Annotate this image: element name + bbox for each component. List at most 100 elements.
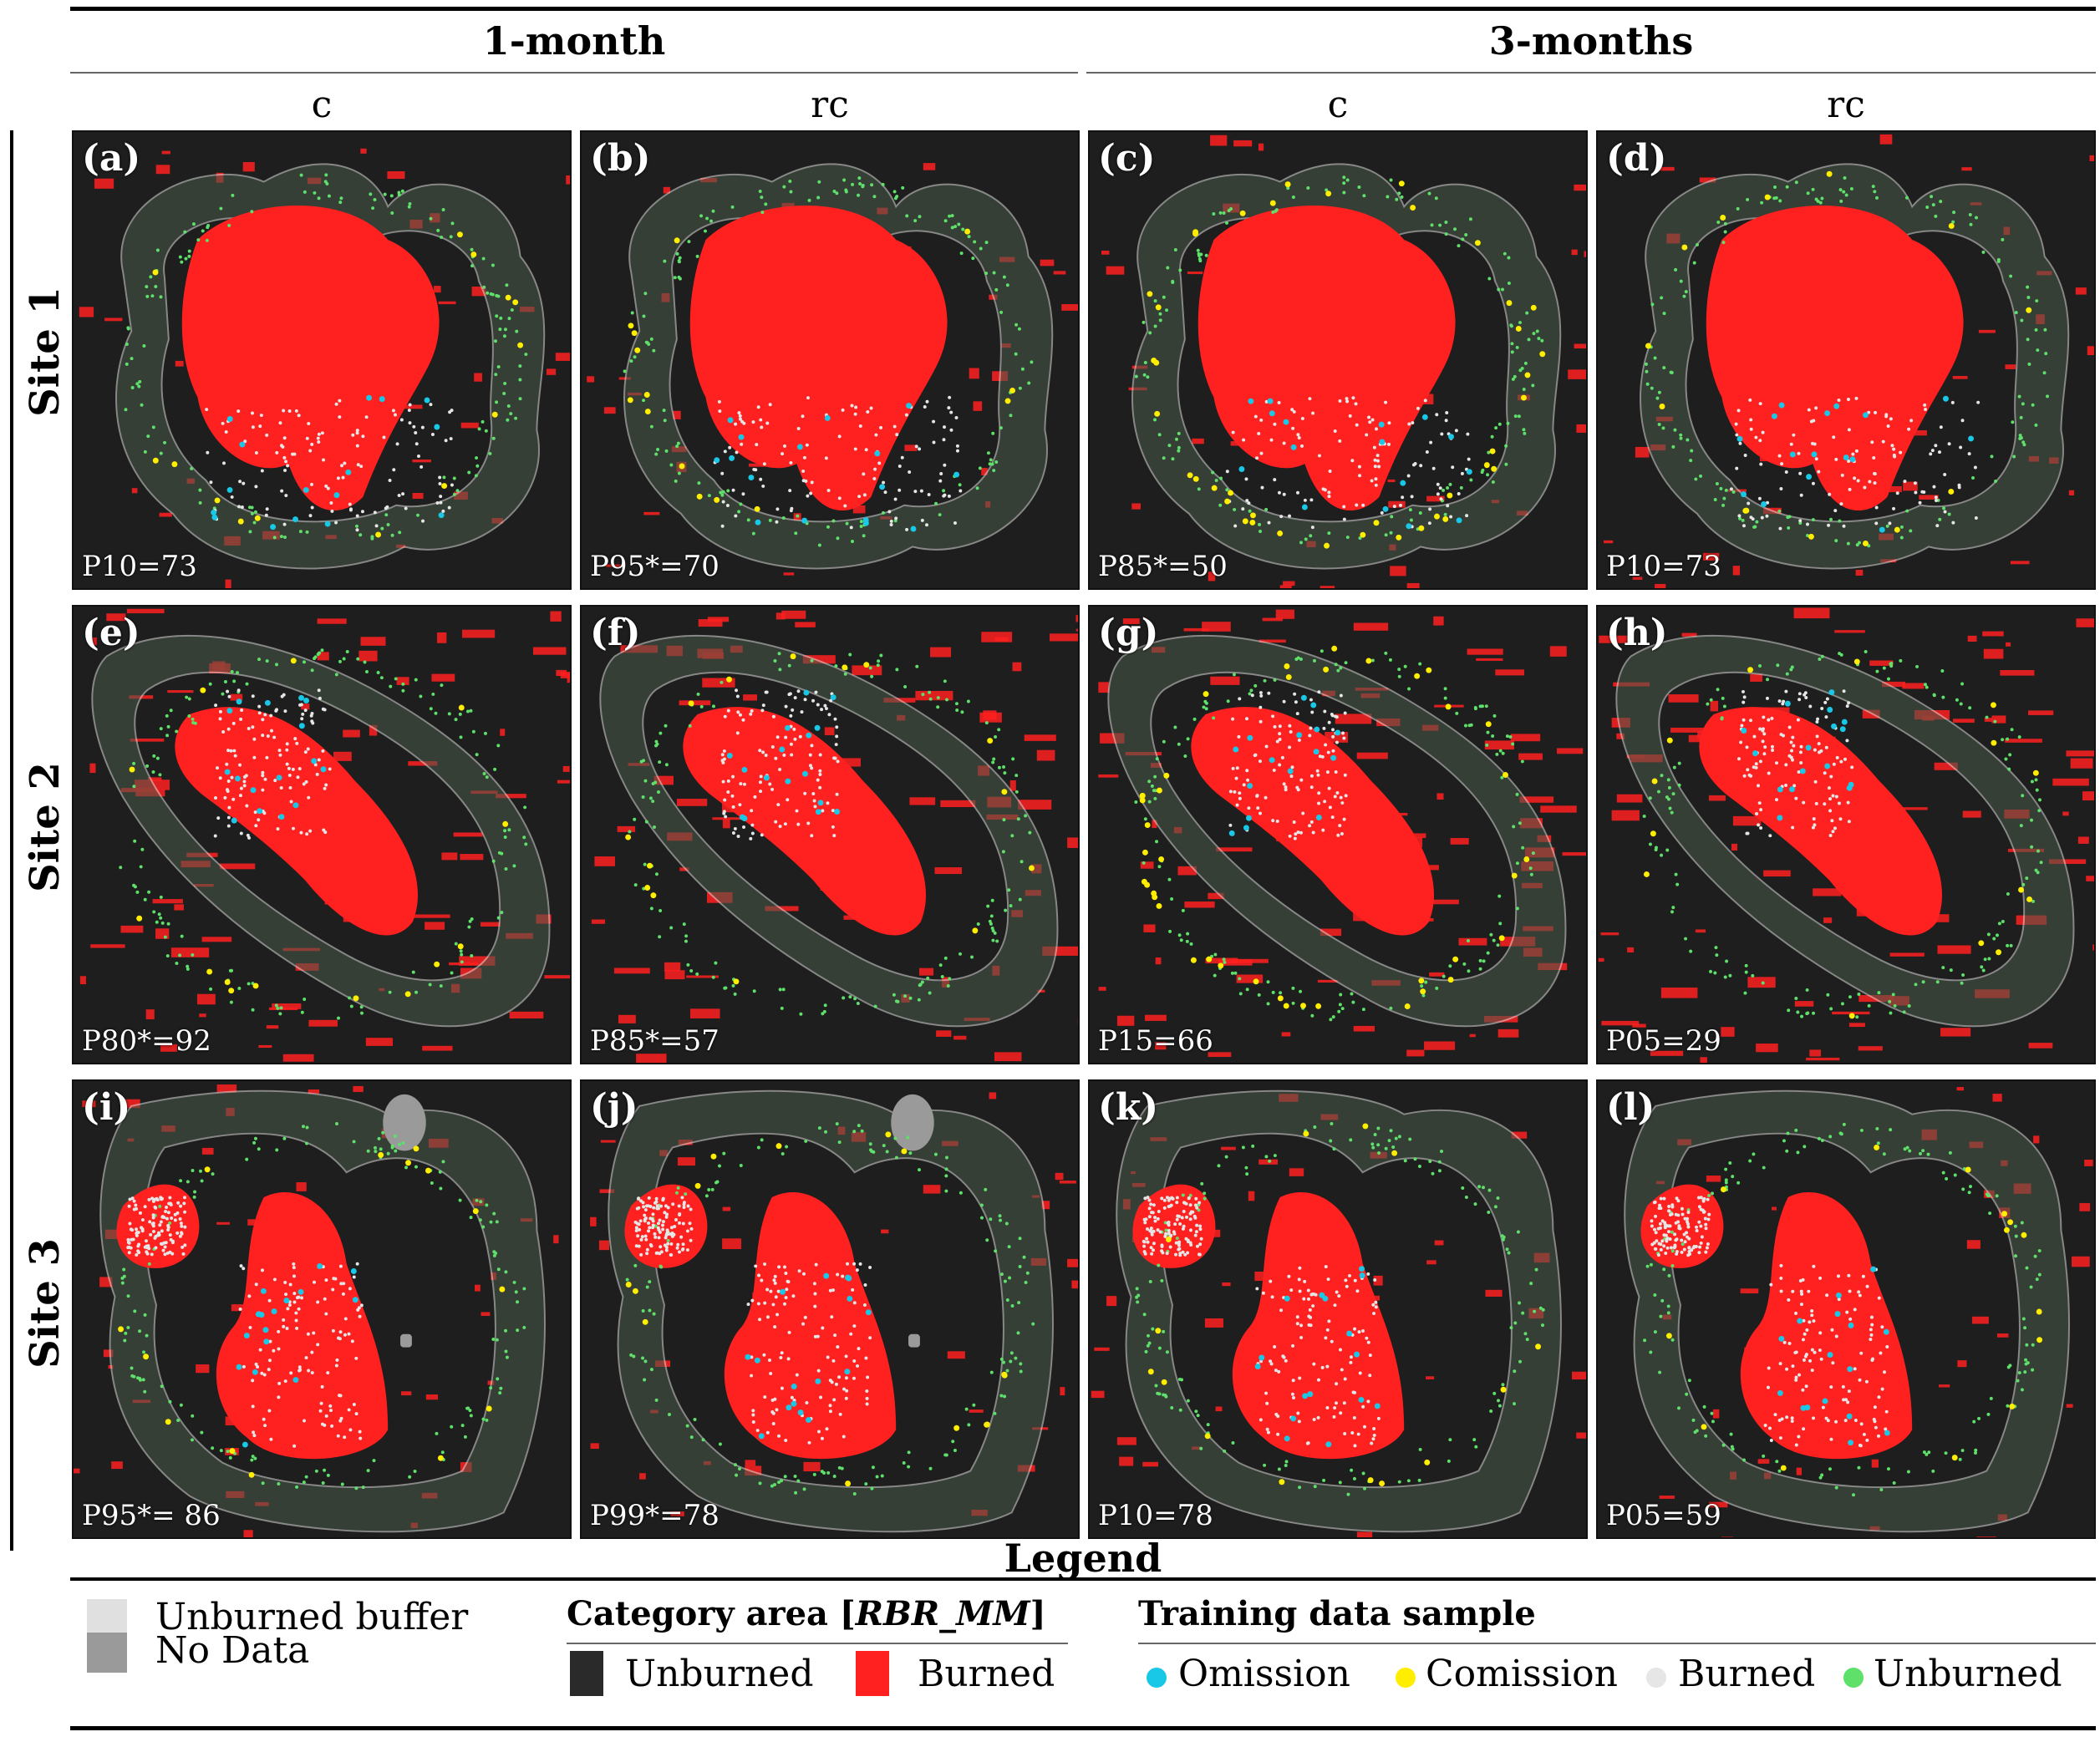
panel-label: (g): [1098, 612, 1159, 654]
comission-points: [1645, 170, 2032, 546]
no-data-area: [400, 1333, 412, 1348]
omission-points: [1736, 395, 1975, 533]
omission-points: [714, 403, 960, 532]
row-header-site2: Site 2: [22, 762, 69, 892]
panel-label: (j): [590, 1086, 638, 1129]
map-graphic: [587, 163, 1078, 576]
unburned-sample-dot: [1843, 1668, 1864, 1688]
group-rule-3months: [1086, 72, 2096, 74]
map-graphic: [1604, 134, 2094, 588]
group-title-3months: 3-months: [1488, 18, 1694, 63]
burned-area: [1740, 1191, 1913, 1460]
legend-title: Legend: [1004, 1536, 1162, 1581]
map-panel-e: (e) P80*=92: [72, 605, 572, 1064]
omission-points: [1741, 689, 1854, 821]
panel-threshold-value: P95*= 86: [82, 1499, 221, 1532]
omission-dot: [1147, 1668, 1167, 1688]
burned-area: [683, 707, 927, 936]
legend-top-rule: [70, 1577, 2096, 1581]
burned-swatch: [856, 1651, 889, 1696]
panel-threshold-value: P05=29: [1606, 1024, 1721, 1058]
panel-threshold-value: P10=78: [1098, 1499, 1213, 1532]
burned-sample-points: [633, 1196, 872, 1445]
panel-threshold-value: P80*=92: [82, 1024, 211, 1058]
map-graphic: [79, 148, 570, 588]
comission-points: [1643, 658, 2039, 1019]
burned-sample-dot: [1646, 1668, 1666, 1688]
burned-sample-points: [1228, 690, 1348, 841]
burned-sample-points: [720, 688, 840, 841]
unburned-buffer-ring: [1615, 634, 2075, 1028]
panel-threshold-value: P95*=70: [590, 550, 719, 583]
panel-label: (d): [1606, 137, 1667, 180]
omission-points: [726, 689, 841, 821]
panel-label: (h): [1606, 612, 1668, 654]
map-panel-c: (c) P85*=50: [1088, 130, 1588, 590]
comission-points: [625, 653, 1035, 985]
comission-points: [152, 231, 524, 538]
map-panel-j: (j) P99*=78: [580, 1079, 1080, 1539]
burned-area: [1706, 206, 1964, 511]
burned-sample-points: [1225, 396, 1471, 530]
group-title-1month: 1-month: [482, 18, 666, 63]
unburned-sample-points: [628, 652, 1032, 1016]
legend-burned: Burned: [918, 1653, 1055, 1695]
unburned-buffer-ring: [1116, 1089, 1562, 1533]
map-graphic: [1098, 609, 1586, 1058]
no-data-swatch: [87, 1633, 127, 1673]
map-graphic: [1624, 1087, 2093, 1537]
no-data-area: [908, 1333, 920, 1348]
unburned-sample-points: [1134, 175, 1544, 545]
column-header-1: c: [311, 84, 333, 126]
unburned-buffer-ring: [1624, 1089, 2070, 1533]
legend-unburned-sample: Unburned: [1874, 1653, 2062, 1695]
panel-threshold-value: P99*=78: [590, 1499, 719, 1532]
map-graphic: [1598, 607, 2094, 1063]
legend-no-data: No Data: [155, 1629, 310, 1672]
unburned-sample-points: [1642, 650, 2043, 1019]
burned-sample-points: [126, 1196, 364, 1448]
map-panel-h: (h) P05=29: [1596, 605, 2096, 1064]
panel-threshold-value: P10=73: [82, 550, 197, 583]
panel-label: (c): [1098, 137, 1156, 180]
column-header-3: c: [1327, 84, 1349, 126]
unburned-swatch: [570, 1651, 603, 1696]
omission-points: [211, 394, 445, 531]
panel-label: (a): [82, 137, 141, 180]
comission-dot: [1396, 1668, 1416, 1688]
category-rule: [567, 1643, 1068, 1644]
burned-area: [175, 707, 419, 936]
legend-burned-sample: Burned: [1678, 1653, 1816, 1695]
unburned-buffer-ring: [599, 634, 1059, 1028]
row-rule: [10, 130, 13, 1551]
burned-sample-points: [1650, 1196, 1889, 1448]
comission-points: [627, 228, 1016, 512]
map-panel-b: (b) P95*=70: [580, 130, 1080, 590]
panel-threshold-value: P10=73: [1606, 550, 1721, 583]
legend-comission: Comission: [1426, 1653, 1619, 1695]
panel-threshold-value: P85*=50: [1098, 550, 1228, 583]
group-rule-1month: [70, 72, 1078, 74]
panel-threshold-value: P15=66: [1098, 1024, 1213, 1058]
unburned-sample-points: [625, 1122, 1035, 1496]
comission-points: [118, 1145, 506, 1478]
panel-threshold-value: P85*=57: [590, 1024, 719, 1058]
map-graphic: [590, 1089, 1078, 1533]
legend-omission: Omission: [1178, 1653, 1350, 1695]
comission-points: [1147, 1123, 1542, 1487]
comission-points: [625, 1131, 1008, 1487]
comission-points: [1147, 180, 1546, 549]
burned-area: [724, 1191, 897, 1460]
map-graphic: [74, 1084, 559, 1537]
unburned-sample-points: [124, 173, 528, 541]
unburned-sample-points: [1135, 1122, 1545, 1496]
panel-label: (k): [1098, 1086, 1159, 1129]
panel-label: (f): [590, 612, 641, 654]
unburned-sample-points: [1643, 1122, 2042, 1497]
top-rule: [70, 7, 2096, 11]
training-rule: [1138, 1643, 2096, 1644]
omission-points: [236, 1263, 358, 1448]
column-header-2: rc: [811, 84, 849, 126]
unburned-sample-points: [623, 176, 1034, 547]
map-panel-l: (l) P05=59: [1596, 1079, 2096, 1539]
